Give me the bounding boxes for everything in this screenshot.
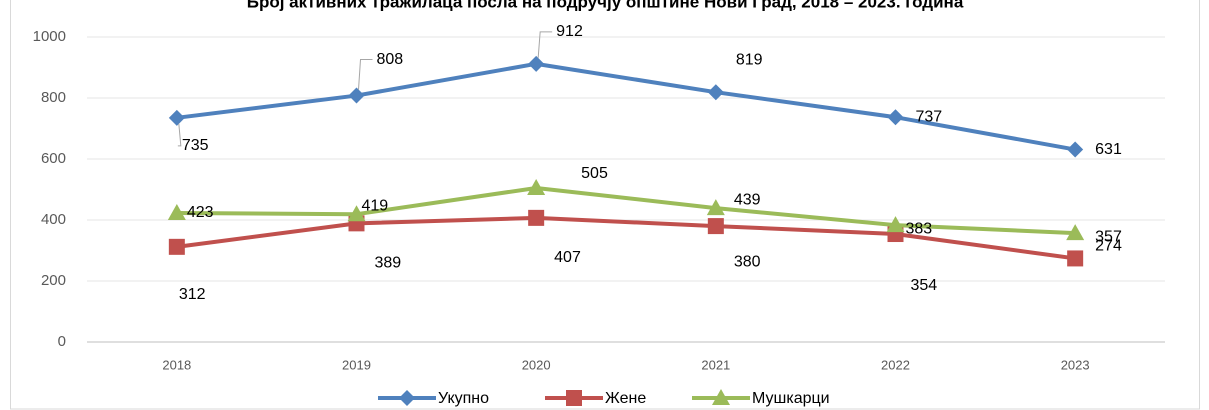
marker — [168, 238, 185, 255]
data-label: 354 — [911, 277, 938, 294]
y-tick-label: 0 — [58, 333, 66, 350]
marker — [707, 218, 724, 235]
data-label: 274 — [1095, 238, 1122, 255]
marker — [528, 209, 545, 226]
marker — [707, 84, 724, 101]
legend-item: Укупно — [378, 390, 489, 407]
y-tick-label: 600 — [41, 150, 66, 167]
legend-label: Жене — [605, 390, 646, 407]
chart-border — [10, 0, 1200, 410]
marker — [706, 199, 725, 216]
legend-item: Жене — [545, 390, 646, 407]
data-label: 389 — [375, 255, 402, 272]
x-tick-label: 2019 — [342, 357, 371, 372]
marker — [527, 178, 546, 195]
data-label: 439 — [734, 191, 761, 208]
marker — [712, 389, 730, 405]
legend-item: Мушкарци — [692, 389, 830, 407]
data-label: 407 — [554, 249, 581, 266]
marker — [348, 87, 365, 104]
data-label: 383 — [906, 220, 933, 237]
data-label: 419 — [362, 197, 389, 214]
data-label: 737 — [916, 108, 943, 125]
data-label: 912 — [556, 23, 583, 40]
series-line — [176, 215, 1076, 261]
y-tick-label: 1000 — [33, 28, 66, 45]
data-label: 819 — [736, 51, 763, 68]
x-tick-label: 2021 — [701, 357, 730, 372]
marker — [1067, 141, 1084, 158]
data-label: 357 — [1095, 228, 1122, 245]
leader-line — [177, 123, 182, 147]
x-tick-label: 2020 — [522, 357, 551, 372]
data-label: 380 — [734, 253, 761, 270]
y-tick-label: 200 — [41, 272, 66, 289]
x-tick-label: 2018 — [162, 357, 191, 372]
x-tick-label: 2023 — [1061, 357, 1090, 372]
marker — [886, 216, 905, 233]
data-label: 735 — [182, 137, 209, 154]
marker — [347, 205, 366, 222]
y-tick-label: 800 — [41, 89, 66, 106]
y-tick-label: 400 — [41, 211, 66, 228]
leader-line — [358, 59, 373, 90]
marker — [399, 390, 415, 406]
chart-title: Број активних тражилаца посла на подручј… — [247, 0, 964, 11]
marker — [566, 390, 582, 406]
marker — [1067, 250, 1084, 267]
series-line — [176, 185, 1076, 236]
data-label: 808 — [377, 51, 404, 68]
data-label: 505 — [581, 165, 608, 182]
legend-label: Укупно — [438, 390, 489, 407]
legend-label: Мушкарци — [752, 390, 830, 407]
marker — [1066, 224, 1085, 241]
marker — [167, 203, 186, 220]
data-label: 423 — [187, 204, 214, 221]
data-label: 312 — [179, 286, 206, 303]
x-tick-label: 2022 — [881, 357, 910, 372]
data-label: 631 — [1095, 141, 1122, 158]
marker — [528, 55, 545, 72]
marker — [887, 109, 904, 126]
series-line — [176, 61, 1076, 152]
marker — [168, 109, 185, 126]
leader-line — [537, 31, 553, 58]
